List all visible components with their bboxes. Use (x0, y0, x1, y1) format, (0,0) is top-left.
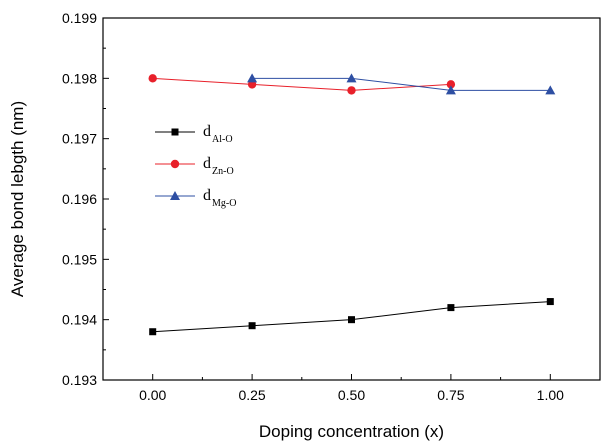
data-point (545, 85, 556, 95)
y-tick-label: 0.199 (62, 10, 97, 26)
legend-label: d (203, 155, 211, 172)
series-zn-o (148, 74, 456, 95)
data-point (149, 328, 157, 336)
data-point (447, 304, 455, 312)
legend-label: d (203, 123, 211, 140)
series-line (152, 77, 451, 91)
legend-marker (170, 159, 180, 169)
y-tick-label: 0.198 (62, 70, 97, 86)
data-point (148, 74, 157, 83)
series-layer (148, 73, 556, 336)
legend-label: d (203, 187, 211, 204)
y-tick-label: 0.194 (62, 312, 97, 328)
data-point (445, 85, 456, 95)
legend-item: d Zn-O (155, 155, 234, 177)
legend-marker (171, 128, 179, 136)
legend-item: d Al-O (155, 123, 233, 145)
legend-marker (170, 191, 180, 200)
y-axis-title: Average bond lebgth (nm) (8, 101, 27, 297)
x-axis: 0.00 0.25 0.50 0.75 1.00 (139, 374, 564, 403)
legend: d Al-Od Zn-Od Mg-O (155, 123, 236, 209)
y-tick-label: 0.196 (62, 191, 97, 207)
x-tick-label: 1.00 (537, 387, 564, 403)
legend-label-subscript: Zn-O (212, 166, 234, 177)
x-tick-label: 0.75 (437, 387, 464, 403)
data-point (347, 86, 356, 95)
data-point (248, 322, 256, 330)
data-point (346, 73, 357, 83)
y-tick-label: 0.197 (62, 131, 97, 147)
x-tick-label: 0.00 (139, 387, 166, 403)
data-point (348, 316, 355, 324)
data-point (446, 80, 456, 89)
y-tick-label: 0.193 (62, 372, 97, 388)
legend-item: d Mg-O (155, 187, 236, 209)
legend-label-subscript: Al-O (212, 134, 233, 145)
data-point (247, 73, 258, 83)
y-tick-label: 0.195 (62, 251, 97, 267)
y-axis: 0.193 0.194 0.195 0.196 0.197 0.198 0.199 (62, 10, 109, 388)
series-al-o (149, 298, 554, 336)
x-axis-title: Doping concentration (x) (259, 422, 444, 441)
legend-label-subscript: Mg-O (212, 198, 236, 209)
series-mg-o (247, 73, 556, 95)
x-tick-label: 0.50 (338, 387, 365, 403)
data-point (546, 298, 554, 306)
x-tick-label: 0.25 (238, 387, 265, 403)
series-line (252, 77, 551, 91)
